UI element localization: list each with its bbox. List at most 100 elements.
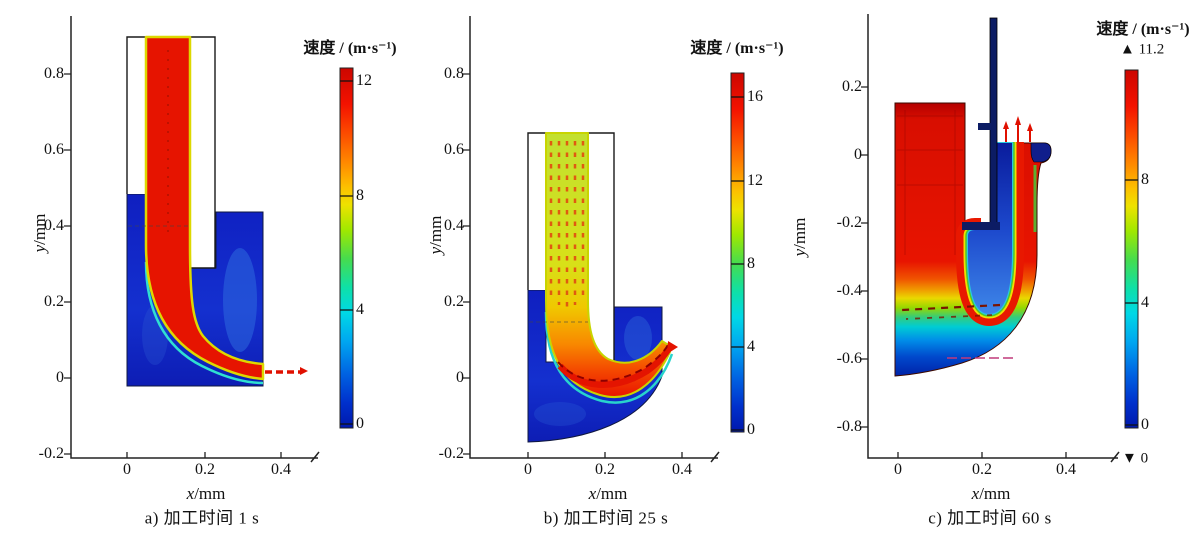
colorbar-c [1124,69,1139,429]
colorbar-b-tick-4: 0 [747,421,755,438]
panel-a-nozzle-wall-left [127,37,146,194]
panel-b-ytick-4: 0 [456,369,464,386]
panel-b-axes [469,16,718,459]
colorbar-a-tick-1: 8 [356,187,364,204]
colorbar-c-tick-0: 8 [1141,171,1149,188]
panel-b-light-blue-zone-2 [534,402,586,426]
panel-b-ylabel-var: y [426,246,445,255]
panel-c-ytick-4: -0.6 [836,350,862,367]
colorbar-a-bar [339,67,354,429]
panel-c-ylabel-var: y [790,248,809,257]
colorbar-a-tick-2: 4 [356,301,364,318]
panel-a-axes [70,16,318,459]
panel-a-light-blue-zone [223,248,257,352]
panel-a-nozzle-outline [126,36,216,269]
panel-c-exit-arrows [1005,124,1031,142]
panel-b-xtick-1: 0.2 [595,461,615,478]
panel-c-leftward-arrow-row [901,303,1001,312]
panel-a-ytick-0: 0.8 [44,65,64,82]
colorbar-b-tick-marks [731,96,744,431]
panel-b-nozzle-wall-left [528,133,546,290]
panel-c-ytick-5: -0.8 [836,418,862,435]
panel-b-light-blue-zone [624,316,652,360]
panel-b-outlet-arrowhead [667,341,678,354]
colorbar-b-tick-0: 16 [747,88,763,105]
panel-c-xtick-1: 0.2 [972,461,992,478]
panel-a-ytick-4: 0 [56,369,64,386]
panel-c-xlabel-unit: /mm [979,484,1011,503]
panel-b-bend-arrow-trail [557,344,669,382]
colorbar-c-min-marker: ▼ 0 [1122,450,1149,467]
panel-b-ytick-2: 0.4 [444,217,464,234]
panel-a-light-blue-zone-2 [142,305,168,365]
panel-b-x-ticks [527,452,683,458]
panel-b-ytick-3: 0.2 [444,293,464,310]
panel-c-tool-electrode [989,17,998,230]
panel-b-jet-red-core [557,346,672,388]
panel-a-ytick-1: 0.6 [44,141,64,158]
panel-a-outlet-arrowhead [300,367,308,375]
panel-c-flow-streaks [897,110,963,255]
panel-c-plot [861,14,1120,463]
panel-b-x-axis-label: x/mm [589,484,628,504]
panel-c-ytick-3: -0.4 [836,282,862,299]
panel-b-y-axis-label: y/mm [426,216,446,255]
panel-a-jet [144,35,265,381]
panel-c-xtick-0: 0 [894,461,902,478]
colorbar-b-tick-3: 4 [747,338,755,355]
panel-a-nozzle-wall-right [190,37,215,268]
panel-a-ytick-3: 0.2 [44,293,64,310]
panel-a-ytick-5: -0.2 [38,445,64,462]
colorbar-b-tick-1: 12 [747,172,763,189]
panel-c-x-axis-end-mark [1110,451,1120,463]
panel-b-ylabel-unit: /mm [426,215,445,247]
panel-b-ytick-0: 0.8 [444,65,464,82]
panel-b-nozzle-wall-right [588,133,614,365]
panel-a-x-ticks [126,452,282,458]
panel-a-xtick-1: 0.2 [195,461,215,478]
panel-b-y-ticks [463,73,470,455]
colorbar-a-tick-marks [340,80,353,425]
colorbar-a-tick-3: 0 [356,415,364,432]
panel-c-ytick-0: 0.2 [842,78,862,95]
panel-c-exit-arrowhead-2 [1015,116,1021,125]
panel-c-x-axis-label: x/mm [972,484,1011,504]
panel-c-exit-arrowhead-3 [1027,123,1033,131]
panel-c-ylabel-unit: /mm [790,217,809,249]
colorbar-b-bar [730,72,745,433]
colorbar-a-tick-0: 12 [356,72,372,89]
panel-b-xtick-2: 0.4 [672,461,692,478]
panel-b-xtick-0: 0 [524,461,532,478]
panel-a-ylabel-var: y [30,244,49,253]
panel-b-ytick-5: -0.2 [438,445,464,462]
panel-a-xlabel-var: x [186,484,195,503]
panel-b-plot [463,16,720,463]
panel-c-caption: c) 加工时间 60 s [928,508,1052,528]
panel-c-y-axis-label: y/mm [790,218,810,257]
panel-a-x-axis-end-mark [310,451,320,463]
colorbar-c-tick-1: 4 [1141,294,1149,311]
panel-c-leftward-arrow-row-2 [905,314,993,320]
panel-c-xlabel-var: x [971,484,980,503]
panel-b-xlabel-var: x [588,484,597,503]
panel-a-x-axis-label: x/mm [187,484,226,504]
panel-a-xtick-0: 0 [123,461,131,478]
panel-b-ytick-1: 0.6 [444,141,464,158]
panel-b-x-axis-end-mark [710,451,720,463]
panel-c-xtick-2: 0.4 [1056,461,1076,478]
panel-c-whitespace-left-of-tool [981,142,990,224]
panel-c-ytick-2: -0.2 [836,214,862,231]
panel-c-axes [867,14,1118,459]
panel-b-cyan-shear-layer [544,311,674,404]
panel-c-outlet-tab [1030,142,1052,163]
panel-c-tool-flange [978,123,991,130]
panel-b-velocity-arrow-columns [549,141,585,308]
panel-c-ytick-1: 0 [854,146,862,163]
colorbar-c-tick-2: 0 [1141,416,1149,433]
colorbar-b-title: 速度 / (m·s⁻¹) [690,40,784,57]
panel-a-ylabel-unit: /mm [30,213,49,245]
colorbar-a [339,67,354,429]
panel-a-xlabel-unit: /mm [194,484,226,503]
panel-b-caption: b) 加工时间 25 s [543,508,669,528]
